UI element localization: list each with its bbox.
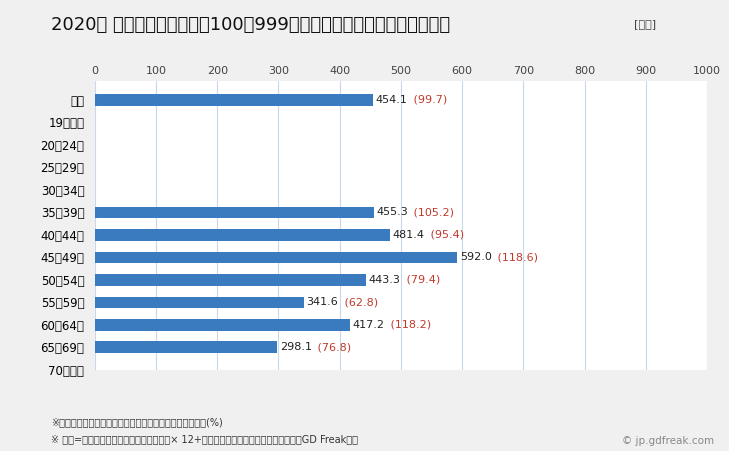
Bar: [95, 94, 373, 106]
Text: (105.2): (105.2): [410, 207, 454, 217]
Bar: [95, 274, 366, 286]
Bar: [95, 319, 350, 331]
Text: (62.8): (62.8): [341, 297, 378, 308]
Text: ※ 年収=「きまって支給する現金給与額」× 12+「年間賞与その他特別給与額」としてGD Freak推計: ※ 年収=「きまって支給する現金給与額」× 12+「年間賞与その他特別給与額」と…: [51, 434, 358, 444]
Text: (99.7): (99.7): [410, 95, 447, 105]
Text: 454.1: 454.1: [375, 95, 408, 105]
Text: [万円]: [万円]: [634, 19, 656, 29]
Text: 341.6: 341.6: [306, 297, 338, 308]
Text: (118.2): (118.2): [387, 320, 432, 330]
Text: 481.4: 481.4: [392, 230, 424, 240]
Text: (118.6): (118.6): [494, 253, 538, 262]
Text: 2020年 民間企業（従業者数100〜999人）フルタイム労働者の平均年収: 2020年 民間企業（従業者数100〜999人）フルタイム労働者の平均年収: [51, 16, 450, 34]
Bar: [95, 341, 277, 353]
Text: 443.3: 443.3: [369, 275, 400, 285]
Bar: [95, 252, 457, 263]
Text: (95.4): (95.4): [426, 230, 464, 240]
Bar: [95, 207, 373, 218]
Text: 455.3: 455.3: [376, 207, 408, 217]
Bar: [95, 229, 389, 241]
Text: 592.0: 592.0: [460, 253, 491, 262]
Text: 298.1: 298.1: [280, 342, 312, 352]
Text: ※（）内は県内の同業種・同年齢層の平均所得に対する比(%): ※（）内は県内の同業種・同年齢層の平均所得に対する比(%): [51, 417, 223, 427]
Text: (76.8): (76.8): [314, 342, 351, 352]
Text: (79.4): (79.4): [403, 275, 440, 285]
Text: © jp.gdfreak.com: © jp.gdfreak.com: [623, 437, 714, 446]
Text: 417.2: 417.2: [353, 320, 385, 330]
Bar: [95, 296, 304, 308]
